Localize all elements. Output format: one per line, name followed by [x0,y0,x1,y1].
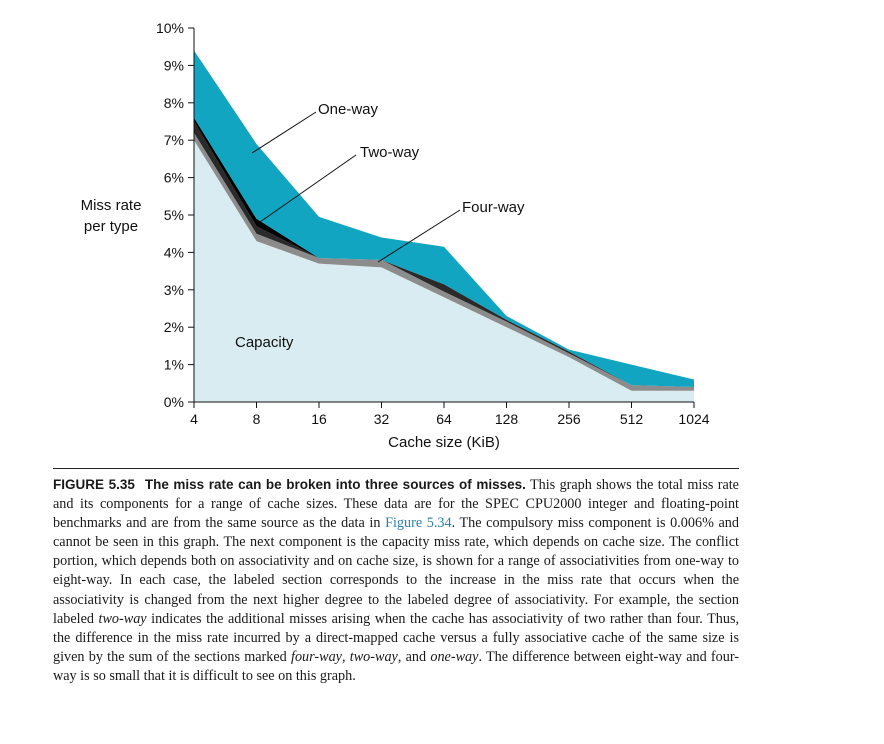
y-tick-label: 6% [164,170,184,186]
figure-link[interactable]: Figure 5.34 [385,515,452,532]
y-tick-label: 9% [164,57,184,73]
caption-text-6: . The difference between eight-way and f… [53,648,740,684]
axes: 0% 1% 2% 3% 4% 5% 6% 7% 8% 9% 10% 4 8 16 32 64 128 256 512… [156,20,710,427]
y-tick-label: 10% [156,20,184,36]
x-tick-label: 4 [190,411,198,427]
caption-text-4: , [341,648,350,665]
annotation-leaders [251,111,461,263]
y-axis-title-line-1: Miss rate [81,197,142,214]
y-tick-label: 5% [164,207,184,223]
x-tick-label: 64 [436,411,452,427]
four-way-label: Four-way [462,199,525,216]
area-one-way [194,50,694,388]
caption-em-1: two-way [98,610,147,627]
y-tick-label: 2% [164,319,184,335]
one-way-leader [251,111,317,154]
x-tick-label: 256 [557,411,581,427]
x-tick-label: 128 [495,411,519,427]
figure-title: The miss rate can be broken into three s… [144,477,526,492]
figure-label: FIGURE 5.35 [53,477,135,492]
y-tick-label: 7% [164,132,184,148]
capacity-label: Capacity [235,334,294,351]
one-way-label: One-way [318,101,379,118]
y-tick-label: 4% [164,244,184,260]
area-capacity [194,140,694,402]
y-tick-label: 1% [164,357,184,373]
caption-text-3: indicates the additional misses arising … [53,610,740,665]
x-tick-label: 16 [311,411,327,427]
y-tick-label: 3% [164,282,184,298]
caption-rule [53,468,739,469]
two-way-leader [259,154,357,223]
two-way-label: Two-way [360,144,420,161]
caption-text-2: . The compulsory miss component is 0.006… [53,515,739,627]
x-tick-label: 1024 [678,411,709,427]
x-tick-label: 512 [620,411,644,427]
four-way-leader [377,209,461,263]
caption-em-4: one-way [430,648,479,665]
caption-text-1: This graph shows the total miss rate and… [53,477,739,532]
figure-caption: FIGURE 5.35 The miss rate can be broken i… [53,475,739,686]
caption-text-5: , and [397,648,431,665]
x-axis-title: Cache size (KiB) [388,434,500,451]
x-tick-label: 32 [374,411,390,427]
caption-em-2: four-way [291,648,342,665]
area-layers [194,50,694,402]
x-tick-label: 8 [253,411,261,427]
miss-rate-chart: 0% 1% 2% 3% 4% 5% 6% 7% 8% 9% 10% 4 8 16 32 64 128 256 512… [81,20,710,451]
y-tick-label: 0% [164,394,184,410]
caption-em-3: two-way [349,648,398,665]
y-tick-label: 8% [164,95,184,111]
y-axis-title-line-2: per type [84,218,138,235]
